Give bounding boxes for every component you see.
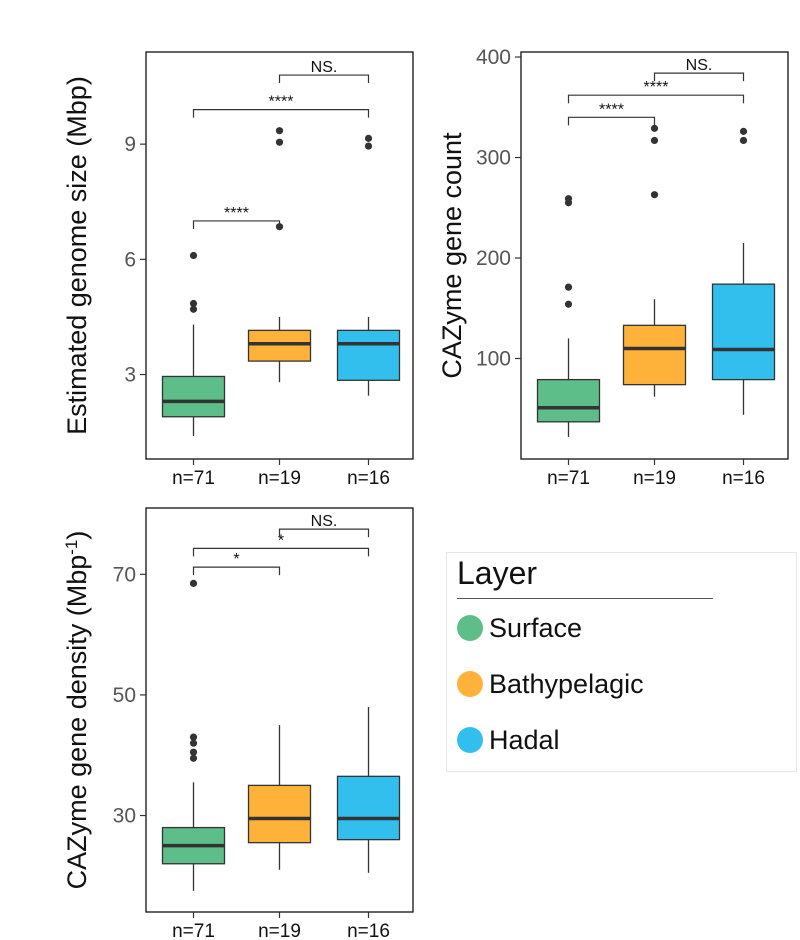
legend: Layer Surface Bathypelagic Hadal (446, 552, 797, 772)
legend-item-surface: Surface (457, 611, 582, 645)
y-tick-label: 30 (113, 805, 136, 828)
legend-label-surface: Surface (489, 612, 583, 643)
outlier-point (275, 127, 284, 135)
x-tick-label: n=19 (633, 468, 676, 489)
x-tick-label: n=16 (347, 921, 390, 940)
outlier-point (189, 299, 198, 308)
box-hadal (711, 283, 776, 381)
legend-divider (457, 598, 713, 599)
outlier-point (739, 127, 748, 135)
significance-label: NS. (686, 57, 713, 74)
panel-1: 3 6 9 Estimated genome size (Mbp) n=71 n=19 n=… (62, 51, 414, 489)
y-tick-label: 50 (113, 684, 136, 707)
y-tick-label: 70 (113, 563, 136, 586)
significance-bracket (278, 74, 370, 84)
box-bathypelagic (247, 784, 312, 844)
box-bathypelagic (247, 329, 312, 362)
panel-2: 100 200 300 400 CAZyme gene count n=71 n=19 n=1… (437, 46, 789, 489)
y-tick-label: 9 (124, 133, 136, 156)
x-tick-label: n=71 (172, 468, 215, 489)
y-tick-label: 300 (476, 147, 511, 170)
legend-swatch-bathypelagic (457, 671, 483, 697)
significance-label: **** (644, 79, 669, 96)
outlier-point (739, 136, 748, 145)
y-axis-label: Estimated genome size (Mbp) (62, 76, 92, 435)
outlier-point (189, 748, 198, 756)
outlier-point (564, 300, 573, 308)
x-tick-label: n=71 (547, 468, 590, 489)
legend-item-hadal: Hadal (457, 723, 560, 757)
outlier-point (189, 305, 198, 313)
legend-label-hadal: Hadal (489, 724, 560, 755)
legend-swatch-surface (457, 615, 483, 641)
outlier-point (364, 142, 373, 150)
significance-label: **** (269, 94, 294, 111)
significance-bracket (192, 220, 281, 229)
outlier-point (189, 739, 198, 747)
x-tick-label: n=19 (258, 921, 301, 940)
significance-label: * (233, 551, 239, 568)
significance-bracket (192, 547, 370, 557)
outlier-point (189, 733, 198, 741)
significance-bracket (567, 94, 745, 104)
y-axis-label: CAZyme gene density (Mbp-1) (62, 531, 93, 890)
significance-label: * (278, 532, 284, 549)
outlier-point (564, 195, 573, 203)
legend-label-bathypelagic: Bathypelagic (489, 668, 644, 699)
y-tick-label: 400 (476, 46, 511, 69)
significance-label: **** (599, 101, 624, 118)
significance-bracket (192, 566, 281, 576)
significance-bracket (192, 108, 370, 118)
x-tick-label: n=16 (347, 468, 390, 489)
x-tick-label: n=16 (722, 468, 765, 489)
y-tick-label: 6 (124, 248, 136, 271)
legend-title: Layer (457, 555, 538, 591)
outlier-point (275, 138, 284, 146)
box-surface (161, 375, 226, 418)
x-tick-label: n=71 (172, 921, 215, 940)
outlier-point (189, 579, 198, 587)
x-tick-label: n=19 (258, 468, 301, 489)
legend-swatch-hadal (457, 727, 483, 753)
outlier-point (189, 754, 198, 762)
significance-bracket (567, 116, 656, 126)
outlier-point (650, 124, 659, 132)
outlier-point (650, 191, 659, 199)
y-tick-label: 200 (476, 247, 511, 270)
box-bathypelagic (622, 324, 687, 386)
outlier-point (189, 251, 198, 260)
box-hadal (336, 775, 401, 841)
significance-bracket (278, 528, 370, 538)
significance-label: **** (224, 205, 249, 222)
panel-3: 30 50 70 CAZyme gene density (Mbp-1) n=71 n=1… (62, 507, 414, 940)
significance-label: NS. (311, 513, 338, 530)
outlier-point (650, 136, 659, 145)
box-surface (536, 378, 601, 423)
y-axis-label: CAZyme gene count (437, 132, 467, 379)
legend-item-bathypelagic: Bathypelagic (457, 667, 644, 701)
box-hadal (336, 329, 401, 381)
outlier-point (564, 283, 573, 291)
y-tick-label: 100 (476, 348, 511, 371)
y-tick-label: 3 (124, 364, 136, 387)
significance-label: NS. (311, 59, 338, 76)
outlier-point (364, 134, 373, 142)
significance-bracket (653, 72, 745, 82)
